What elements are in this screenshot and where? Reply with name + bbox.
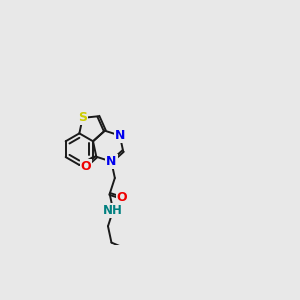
Text: O: O bbox=[116, 191, 127, 204]
Text: O: O bbox=[81, 160, 91, 172]
Text: NH: NH bbox=[103, 204, 123, 217]
Text: S: S bbox=[78, 111, 87, 124]
Text: N: N bbox=[106, 155, 117, 168]
Text: N: N bbox=[115, 129, 125, 142]
